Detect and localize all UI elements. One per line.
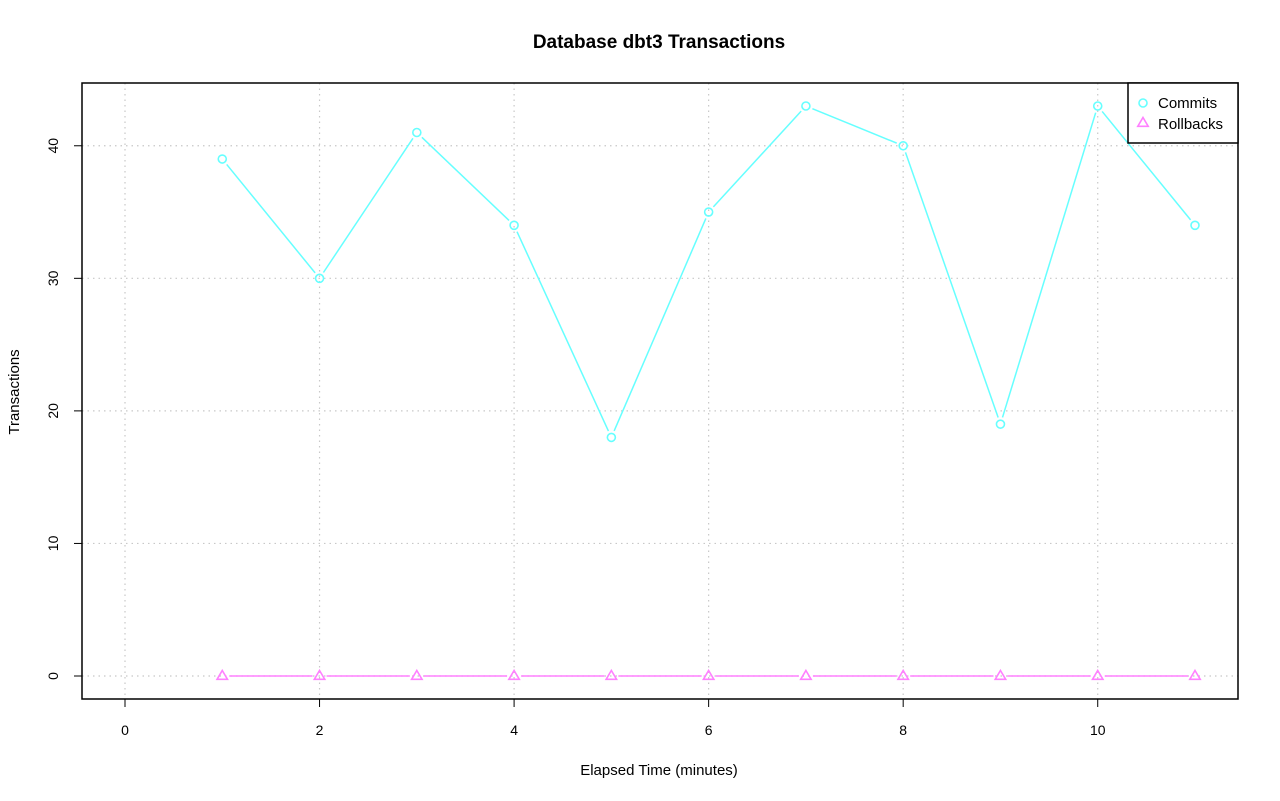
x-axis: 0 2 4 6 8 10 [121, 698, 1106, 738]
legend-commits-marker [1138, 98, 1148, 108]
commits-point [703, 207, 714, 217]
commits-line-segment [613, 218, 707, 432]
x-tick-label: 8 [899, 722, 907, 738]
rollbacks-point [993, 668, 1008, 681]
commits-point [314, 273, 325, 284]
legend-rollbacks-label: Rollbacks [1158, 116, 1223, 133]
legend-rollbacks-marker [1136, 115, 1150, 128]
rollbacks-point [410, 668, 424, 681]
commits-line-segment [1001, 112, 1097, 418]
y-tick-label: 10 [45, 535, 61, 551]
legend-commits-label: Commits [1158, 95, 1217, 112]
rollbacks-point [507, 668, 521, 681]
commits-point [217, 154, 228, 164]
commits-point [898, 140, 908, 151]
x-axis-label: Elapsed Time (minutes) [580, 762, 738, 779]
commits-point [412, 127, 422, 138]
commits-point [995, 419, 1006, 429]
x-tick-label: 4 [510, 722, 518, 738]
x-tick-label: 6 [705, 722, 713, 738]
commits-point [801, 101, 811, 111]
series-points [215, 101, 1202, 681]
commits-line-segment [516, 231, 610, 432]
grid-lines [82, 83, 1238, 699]
y-axis: 0 10 20 30 40 [45, 138, 83, 680]
plot-frame [81, 82, 1239, 700]
commits-point [509, 220, 519, 231]
rollbacks-point [702, 668, 716, 681]
x-tick-label: 2 [316, 722, 324, 738]
commits-line-segment [322, 137, 414, 273]
commits-point [1190, 220, 1200, 231]
x-tick-label: 10 [1090, 722, 1106, 738]
y-axis-label: Transactions [6, 349, 23, 434]
rollbacks-point [1091, 668, 1105, 681]
chart-title: Database dbt3 Transactions [533, 32, 785, 53]
commits-line-segment [1101, 110, 1192, 221]
rollbacks-point [896, 668, 910, 681]
commits-point [1092, 101, 1103, 111]
y-tick-label: 0 [45, 672, 61, 680]
commits-line-segment [226, 163, 316, 274]
commits-line-segment [904, 152, 999, 418]
y-tick-label: 40 [45, 138, 61, 154]
rollbacks-point [312, 668, 327, 681]
legend-box [1127, 82, 1239, 144]
rollbacks-point [1188, 668, 1202, 681]
x-tick-label: 0 [121, 722, 129, 738]
commits-line-segment [712, 110, 802, 208]
y-tick-label: 30 [45, 270, 61, 286]
commits-point [606, 432, 617, 443]
series-lines [226, 107, 1192, 677]
commits-line-segment [812, 107, 897, 144]
rollbacks-point [604, 668, 618, 681]
y-tick-label: 20 [45, 403, 61, 419]
commits-line-segment [421, 136, 510, 222]
legend: Commits Rollbacks [1127, 82, 1239, 144]
rollbacks-point [215, 668, 229, 681]
rollbacks-point [799, 668, 813, 681]
